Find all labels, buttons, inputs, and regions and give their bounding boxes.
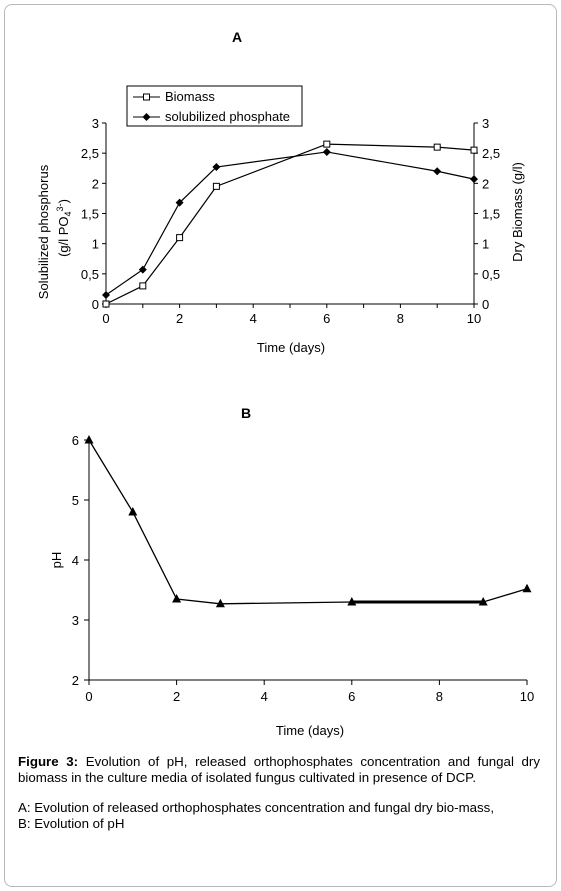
biomass-point [323,140,331,148]
ph-point [84,435,94,444]
caption-line-a: A: Evolution of released orthophosphates… [18,800,495,815]
caption-main: Figure 3: Evolution of pH, released orth… [18,754,540,786]
solubilized-phosphate-point [322,147,331,156]
chart-a-xlabel: Time (days) [257,340,325,355]
x-tick-label: 6 [323,311,330,326]
x-tick-label: 2 [176,311,183,326]
y-right-tick-label: 3 [482,116,489,131]
ph-point [215,598,225,608]
figure-caption: Figure 3: Evolution of pH, released orth… [18,754,540,832]
biomass-point [176,234,184,242]
caption-line-b: B: Evolution of pH [18,816,125,831]
x-tick-label: 4 [250,311,257,326]
chart-a-series [102,140,478,308]
y-right-tick-label: 2,5 [482,146,500,161]
y-right-tick-label: 2 [482,176,489,191]
chart-b-xlabel: Time (days) [276,723,344,738]
ph-line [88,439,528,605]
x-tick-label: 6 [348,689,355,704]
y-left-tick-label: 0,5 [81,267,99,282]
y-right-tick-label: 0 [482,297,489,312]
y-tick-label: 4 [72,553,79,568]
y-right-tick-label: 1 [482,237,489,252]
ph-point [347,597,357,606]
solubilized-phosphate-point [433,167,442,176]
legend-box [126,85,303,127]
solubilized-phosphate-point [470,175,478,184]
panel-b-label: B [241,405,251,421]
solubilized-phosphate-point [175,198,184,207]
y-left-tick-label: 0 [92,297,99,312]
chart-b-series [84,435,532,608]
biomass-point [139,282,147,290]
x-tick-label: 0 [102,311,109,326]
chart-a-ylabel-right: Dry Biomass (g/l) [510,162,525,262]
x-tick-label: 8 [397,311,404,326]
biomass-point [433,143,441,151]
y-tick-label: 3 [72,613,79,628]
ph-point [522,583,532,593]
y-tick-label: 2 [72,673,79,688]
chart-a-ylabel-left-line2: (g/l PO43-) [55,199,73,257]
chart-a: A 0 2 4 6 8 100 00,5 0,51 11,5 1,52 22,5 2,53 3 Biom… [36,29,525,355]
y-left-tick-label: 2,5 [81,146,99,161]
x-tick-label: 10 [467,311,481,326]
y-right-tick-label: 0,5 [482,267,500,282]
chart-a-legend: Biomass solubilized phosphate [126,85,303,127]
biomass-point [470,146,478,154]
y-left-tick-label: 1,5 [81,207,99,222]
legend-biomass-label: Biomass [165,89,215,104]
solubilized-phosphate-point [138,265,147,274]
ph-point [478,597,488,606]
y-left-tick-label: 2 [92,176,99,191]
x-tick-label: 10 [520,689,534,704]
biomass-point [212,182,220,190]
y-left-tick-label: 1 [92,237,99,252]
legend-biomass-marker [143,93,150,101]
x-tick-label: 2 [173,689,180,704]
panel-a-label: A [232,29,242,45]
caption-figure-text: Evolution of pH, released orthophosphate… [18,754,540,785]
legend-phosphate-marker [142,113,151,121]
chart-b-ylabel: pH [49,552,64,569]
x-tick-label: 0 [85,689,92,704]
figure-frame [4,4,557,887]
solubilized-phosphate-point [102,290,110,299]
y-tick-label: 5 [72,493,79,508]
x-tick-label: 4 [261,689,268,704]
ph-point [128,507,138,516]
caption-figure-label: Figure 3: [18,754,79,769]
biomass-point [102,300,110,308]
x-tick-label: 8 [436,689,443,704]
chart-a-ylabel-left-line1: Solubilized phosphorus [36,164,51,299]
legend-phosphate-label: solubilized phosphate [165,109,290,124]
solubilized-phosphate-line [105,151,475,296]
ph-point [172,594,182,603]
y-right-tick-label: 1,5 [482,207,500,222]
y-tick-label: 6 [72,433,79,448]
solubilized-phosphate-point [212,163,221,172]
y-left-tick-label: 3 [92,116,99,131]
